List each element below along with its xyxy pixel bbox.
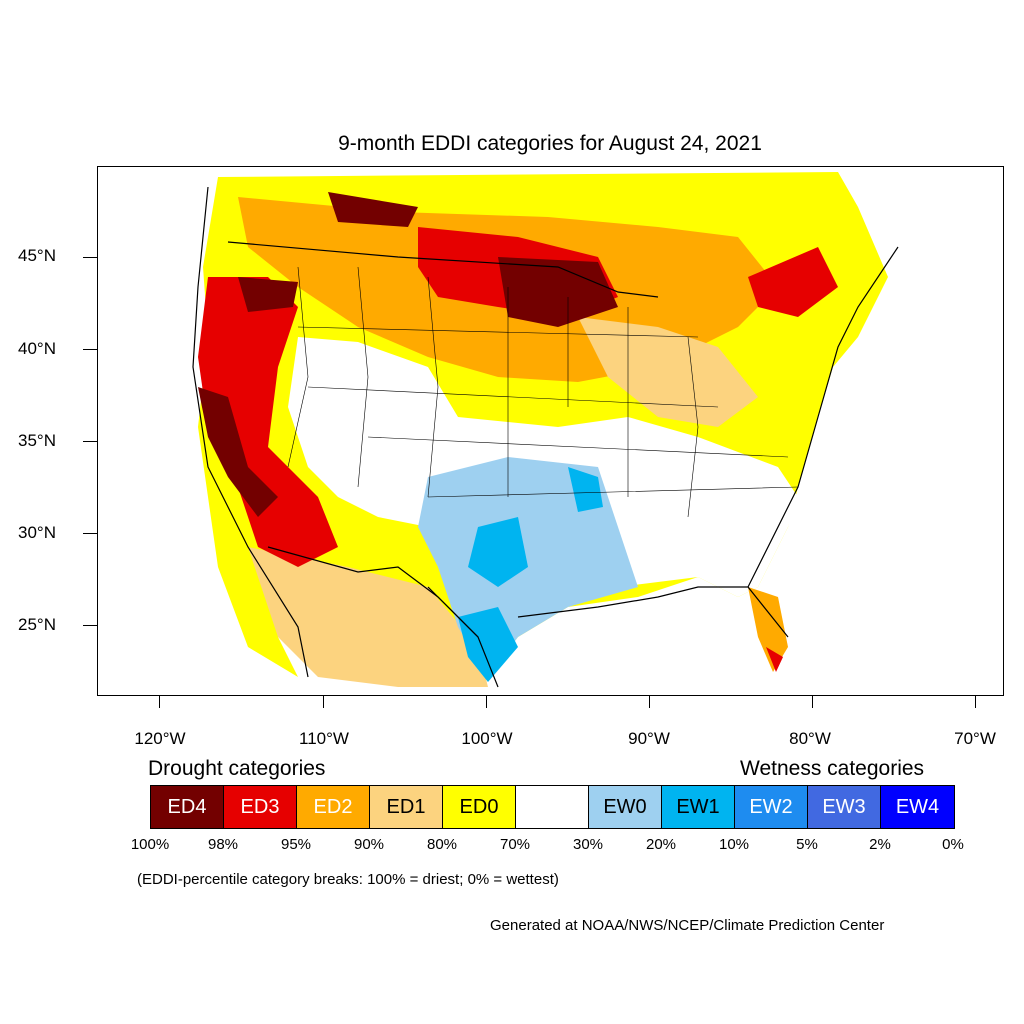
west-ed3 — [198, 277, 338, 567]
legend-box-ew4: EW4 — [881, 786, 954, 828]
lon-tick — [812, 696, 813, 708]
map-canvas — [192, 172, 899, 688]
lon-tick — [323, 696, 324, 708]
coastline-east — [747, 246, 899, 588]
percentile-label: 98% — [207, 836, 239, 853]
legend-box-ed0: ED0 — [443, 786, 516, 828]
eddi-map — [97, 166, 1004, 696]
lon-label-80: 80°W — [789, 729, 831, 748]
north-ed4 — [498, 257, 618, 327]
florida-ed3 — [766, 647, 783, 672]
coastline-gulf-east — [517, 586, 789, 638]
lon-label-100: 100°W — [461, 729, 513, 748]
wet-ew1-c — [568, 467, 603, 512]
percentile-label: 10% — [718, 836, 750, 853]
lon-tick — [159, 696, 160, 708]
lat-tick — [83, 441, 97, 442]
map-title: 9-month EDDI categories for August 24, 2… — [338, 132, 762, 155]
legend-box-ed2: ED2 — [297, 786, 370, 828]
percentile-label: 100% — [130, 836, 170, 853]
lon-tick — [649, 696, 650, 708]
legend-box-ed1: ED1 — [370, 786, 443, 828]
south-region — [248, 547, 488, 687]
percentile-label: 90% — [353, 836, 385, 853]
percentile-label: 95% — [280, 836, 312, 853]
lat-tick — [83, 533, 97, 534]
north-ed1 — [578, 317, 758, 427]
west-ed4 — [198, 387, 278, 517]
nw-ed4-b — [238, 277, 298, 312]
state-lines-b — [297, 326, 799, 498]
lat-label-35: 35°N — [18, 431, 56, 450]
lon-tick — [486, 696, 487, 708]
percentile-label: 0% — [942, 836, 964, 853]
percentile-label: 2% — [869, 836, 891, 853]
legend-box-ew0: EW0 — [589, 786, 662, 828]
lon-label-70: 70°W — [954, 729, 996, 748]
lat-label-25: 25°N — [18, 615, 56, 634]
lat-tick — [83, 257, 97, 258]
nw-ed4 — [328, 192, 418, 227]
drought-categories-title: Drought categories — [148, 757, 326, 780]
percentile-label: 30% — [572, 836, 604, 853]
lon-label-110: 110°W — [299, 729, 349, 748]
florida-ed2 — [748, 587, 788, 672]
percentile-label: 5% — [796, 836, 818, 853]
lat-label-30: 30°N — [18, 523, 56, 542]
legend-box-ew3: EW3 — [808, 786, 881, 828]
legend-box-ed4: ED4 — [151, 786, 224, 828]
lat-tick — [83, 349, 97, 350]
lat-label-40: 40°N — [18, 339, 56, 358]
wet-ew1-b — [458, 607, 518, 682]
lat-label-45: 45°N — [18, 246, 56, 265]
wetness-categories-title: Wetness categories — [740, 757, 925, 780]
percentile-label: 80% — [426, 836, 458, 853]
lat-tick — [83, 625, 97, 626]
credit-text: Generated at NOAA/NWS/NCEP/Climate Predi… — [490, 917, 885, 934]
percentile-label: 20% — [645, 836, 677, 853]
wet-ew1 — [468, 517, 528, 587]
mexico-border — [267, 546, 479, 638]
canada-border — [227, 241, 659, 298]
legend-box-ew1: EW1 — [662, 786, 735, 828]
percentile-label: 70% — [499, 836, 531, 853]
legend-box-ed3: ED3 — [224, 786, 297, 828]
ne-ed3 — [748, 247, 838, 317]
lon-label-120: 120°W — [134, 729, 186, 748]
lon-label-90: 90°W — [628, 729, 670, 748]
legend-box-neutral — [516, 786, 589, 828]
lon-tick — [975, 696, 976, 708]
category-legend: ED4 ED3 ED2 ED1 ED0 EW0 EW1 EW2 EW3 EW4 — [150, 785, 955, 829]
category-note: (EDDI-percentile category breaks: 100% =… — [137, 871, 559, 888]
coastline-west — [192, 186, 309, 678]
legend-box-ew2: EW2 — [735, 786, 808, 828]
